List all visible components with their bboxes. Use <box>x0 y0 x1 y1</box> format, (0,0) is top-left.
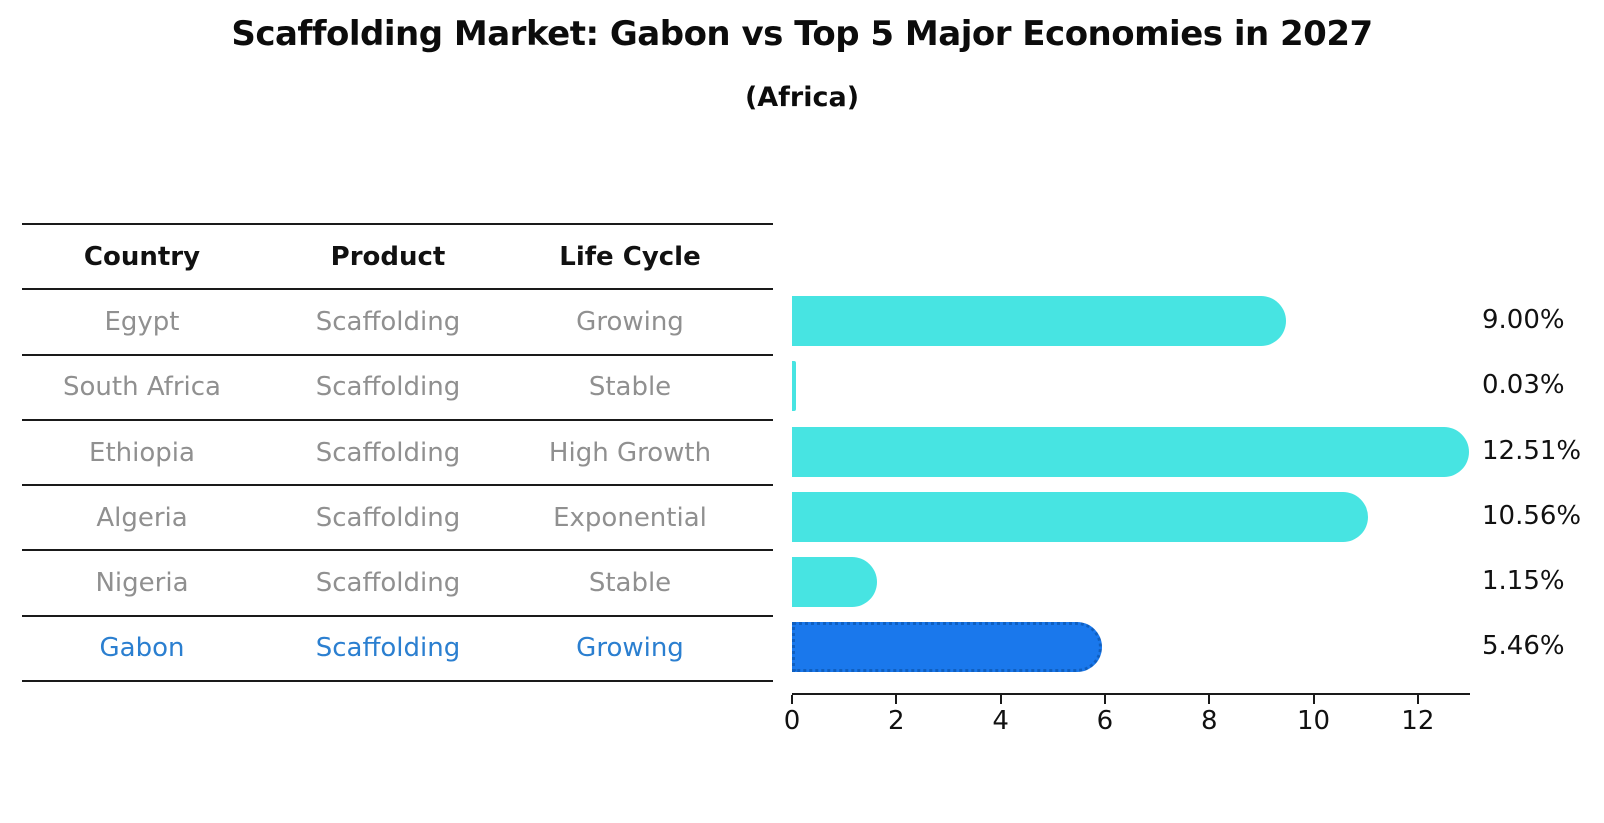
value-label-gabon: 5.46% <box>1482 631 1565 662</box>
x-axis-tick-label: 10 <box>1296 706 1331 736</box>
cell-life-cycle: Stable <box>588 568 672 599</box>
value-label-ethiopia: 12.51% <box>1482 435 1582 466</box>
value-label-nigeria: 1.15% <box>1482 566 1565 597</box>
bar-ethiopia <box>792 426 1470 477</box>
cell-country: Algeria <box>96 502 188 533</box>
chart-subtitle: (Africa) <box>744 82 860 113</box>
value-label-south-africa: 0.03% <box>1482 370 1565 401</box>
chart-title: Scaffolding Market: Gabon vs Top 5 Major… <box>231 14 1373 54</box>
cell-product: Scaffolding <box>315 502 461 533</box>
x-axis-tick <box>1208 695 1211 704</box>
x-axis-tick <box>999 695 1002 704</box>
cell-country: Nigeria <box>95 568 189 599</box>
cell-life-cycle: High Growth <box>548 437 712 468</box>
column-header-product: Product <box>330 241 446 272</box>
x-axis-tick-label: 4 <box>992 706 1009 736</box>
x-axis-tick <box>1312 695 1315 704</box>
table-row-egypt: Egypt Scaffolding Growing <box>22 290 773 356</box>
bar-nigeria <box>792 557 877 608</box>
cell-country: Egypt <box>104 306 180 337</box>
x-axis-tick-label: 0 <box>783 706 801 736</box>
table-row-gabon: Gabon Scaffolding Growing <box>22 617 773 683</box>
x-axis-tick <box>791 695 793 704</box>
table-header-row: Country Product Life Cycle <box>22 225 773 291</box>
x-axis-line <box>792 693 1470 695</box>
table-row-algeria: Algeria Scaffolding Exponential <box>22 486 773 552</box>
cell-product: Scaffolding <box>315 372 461 403</box>
column-header-country: Country <box>83 241 201 272</box>
table-row-ethiopia: Ethiopia Scaffolding High Growth <box>22 421 773 487</box>
bar-south-africa <box>792 361 796 412</box>
cell-product: Scaffolding <box>315 306 461 337</box>
cell-product: Scaffolding <box>315 568 461 599</box>
x-axis-tick-label: 8 <box>1200 706 1218 736</box>
x-axis-tick <box>1416 695 1419 704</box>
cell-country: South Africa <box>63 372 221 403</box>
cell-life-cycle: Growing <box>576 306 684 337</box>
value-label-egypt: 9.00% <box>1482 304 1565 335</box>
cell-country: Ethiopia <box>89 437 195 468</box>
x-axis-tick-label: 2 <box>888 706 905 736</box>
x-axis-tick-label: 6 <box>1096 706 1114 736</box>
cell-life-cycle: Exponential <box>553 502 707 533</box>
cell-country: Gabon <box>99 633 185 664</box>
table-row-nigeria: Nigeria Scaffolding Stable <box>22 551 773 617</box>
table-body: Egypt Scaffolding Growing South Africa Scaff… <box>22 290 773 683</box>
bar-egypt <box>792 295 1287 346</box>
bar-gabon <box>792 622 1102 673</box>
cell-product: Scaffolding <box>315 437 461 468</box>
x-axis-tick <box>1103 695 1106 704</box>
country-table: Country Product Life Cycle Egypt Scaffold… <box>22 223 773 683</box>
value-label-algeria: 10.56% <box>1482 500 1582 531</box>
table-row-south-africa: South Africa Scaffolding Stable <box>22 356 773 421</box>
cell-life-cycle: Growing <box>576 633 684 664</box>
bar-algeria <box>792 491 1368 542</box>
x-axis-tick <box>895 695 898 704</box>
cell-product: Scaffolding <box>315 633 461 664</box>
cell-life-cycle: Stable <box>588 372 672 403</box>
x-axis-tick-label: 12 <box>1401 706 1435 736</box>
column-header-life-cycle: Life Cycle <box>559 241 701 272</box>
